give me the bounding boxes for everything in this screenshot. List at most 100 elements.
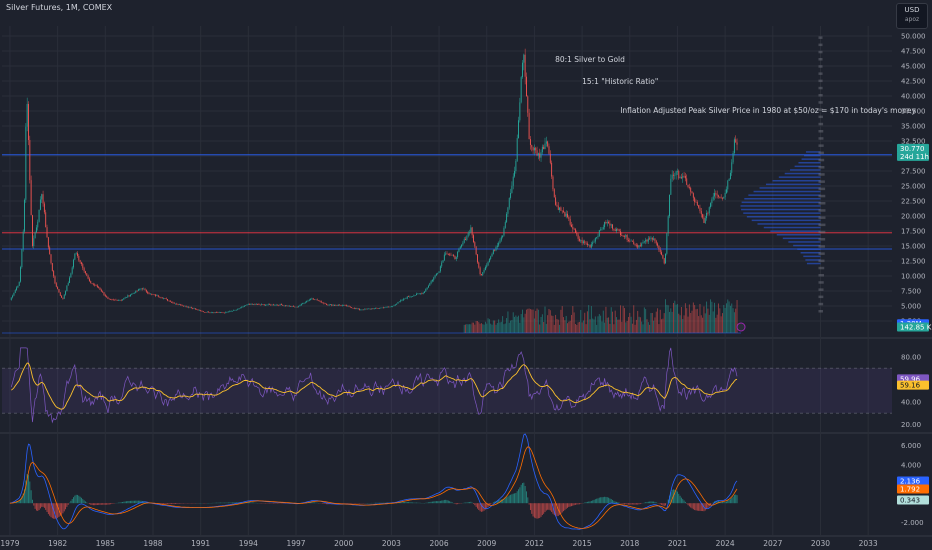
- macd-histogram-bar: [576, 503, 578, 505]
- macd-histogram-bar: [736, 495, 738, 504]
- macd-value-label-bg: [897, 476, 929, 486]
- candle-body: [663, 258, 665, 264]
- macd-histogram-bar: [98, 503, 100, 505]
- volume-bar: [565, 315, 567, 333]
- macd-histogram-bar: [488, 503, 490, 506]
- macd-histogram-bar: [556, 503, 558, 517]
- candle-body: [176, 303, 178, 305]
- macd-histogram-bar: [635, 503, 637, 505]
- volume-bar: [527, 308, 529, 333]
- macd-histogram-bar: [311, 502, 313, 504]
- macd-histogram-bar: [81, 497, 82, 504]
- candle-body: [389, 306, 391, 308]
- volume-profile-bar: [818, 115, 823, 119]
- volume-bar: [555, 314, 557, 333]
- candle-body: [588, 244, 590, 246]
- candle-body: [106, 296, 108, 298]
- volume-bar: [476, 321, 478, 333]
- candle-body: [87, 275, 89, 279]
- macd-histogram-bar: [469, 502, 470, 504]
- macd-histogram-bar: [667, 499, 669, 504]
- volume-bar: [563, 317, 565, 333]
- last-price-label-bg: [897, 143, 929, 153]
- macd-pane[interactable]: [9, 433, 738, 530]
- candle-body: [621, 235, 623, 236]
- candle-body: [618, 229, 620, 232]
- candle-body: [424, 291, 425, 293]
- candle-body: [544, 143, 546, 150]
- candle-body: [561, 210, 563, 212]
- volume-bar: [500, 321, 502, 333]
- volume-profile-bar: [759, 187, 821, 189]
- macd-histogram-bar: [634, 503, 636, 505]
- volume-bar: [703, 306, 705, 333]
- macd-histogram-bar: [702, 503, 704, 512]
- volume-profile-bar: [818, 259, 825, 263]
- macd-histogram-bar: [722, 502, 723, 504]
- volume-bar: [465, 324, 467, 333]
- candle-body: [310, 298, 312, 300]
- candle-body: [359, 308, 361, 310]
- volume-bar: [680, 306, 682, 333]
- candle-body: [708, 207, 710, 214]
- candle-body: [426, 287, 428, 290]
- volume-bar: [605, 306, 607, 333]
- volume-bar: [716, 314, 718, 333]
- candle-body: [156, 295, 158, 297]
- macd-histogram-bar: [139, 500, 141, 504]
- volume-bar: [544, 306, 546, 333]
- macd-histogram-bar: [718, 500, 719, 504]
- macd-histogram-bar: [523, 482, 525, 504]
- currency-button[interactable]: USD apoz: [896, 3, 928, 29]
- macd-histogram-bar: [720, 501, 722, 504]
- candle-body: [322, 302, 323, 304]
- rsi-pane[interactable]: [2, 347, 892, 424]
- volume-bar: [528, 308, 530, 333]
- candle-body: [609, 223, 611, 226]
- candle-body: [20, 267, 22, 282]
- volume-bar: [596, 324, 598, 333]
- candle-body: [143, 288, 145, 290]
- macd-histogram-bar: [502, 499, 504, 504]
- macd-histogram-bar: [228, 502, 229, 504]
- macd-histogram-bar: [172, 503, 174, 505]
- candle-body: [503, 227, 505, 236]
- candle-body: [122, 299, 123, 301]
- macd-histogram-bar: [235, 502, 237, 504]
- candle-body: [86, 273, 88, 276]
- candle-body: [26, 103, 28, 127]
- candle-body: [437, 272, 439, 274]
- macd-histogram-bar: [217, 502, 219, 504]
- macd-histogram-bar: [455, 503, 457, 505]
- candle-body: [572, 226, 574, 229]
- candle-body: [299, 305, 301, 306]
- macd-histogram-bar: [563, 503, 565, 512]
- volume-bar: [675, 304, 677, 333]
- candle-body: [270, 304, 272, 306]
- macd-histogram-bar: [465, 502, 467, 504]
- macd-histogram-bar: [706, 503, 708, 510]
- y-tick-label: 50.000: [901, 33, 926, 41]
- candle-body: [104, 294, 106, 297]
- candle-body: [149, 293, 151, 295]
- volume-bar: [706, 301, 708, 333]
- y-tick-label: 42.500: [901, 78, 926, 86]
- macd-histogram-bar: [41, 503, 43, 507]
- volume-bar: [626, 320, 628, 333]
- volume-bar: [539, 324, 541, 333]
- macd-histogram-bar: [226, 502, 228, 504]
- volume-profile-bar: [778, 176, 821, 178]
- macd-histogram-bar: [247, 502, 249, 504]
- candle-body: [529, 139, 531, 146]
- candle-body: [659, 249, 661, 253]
- candle-body: [13, 292, 15, 296]
- candle-body: [463, 238, 465, 243]
- macd-histogram-bar: [25, 480, 27, 504]
- candle-body: [520, 77, 522, 103]
- price-pane[interactable]: 80:1 Silver to Gold 15:1 "Historic Ratio"…: [2, 36, 916, 334]
- candle-body: [360, 309, 362, 311]
- candle-body: [692, 193, 694, 198]
- candle-body: [405, 298, 407, 300]
- candle-body: [492, 250, 494, 254]
